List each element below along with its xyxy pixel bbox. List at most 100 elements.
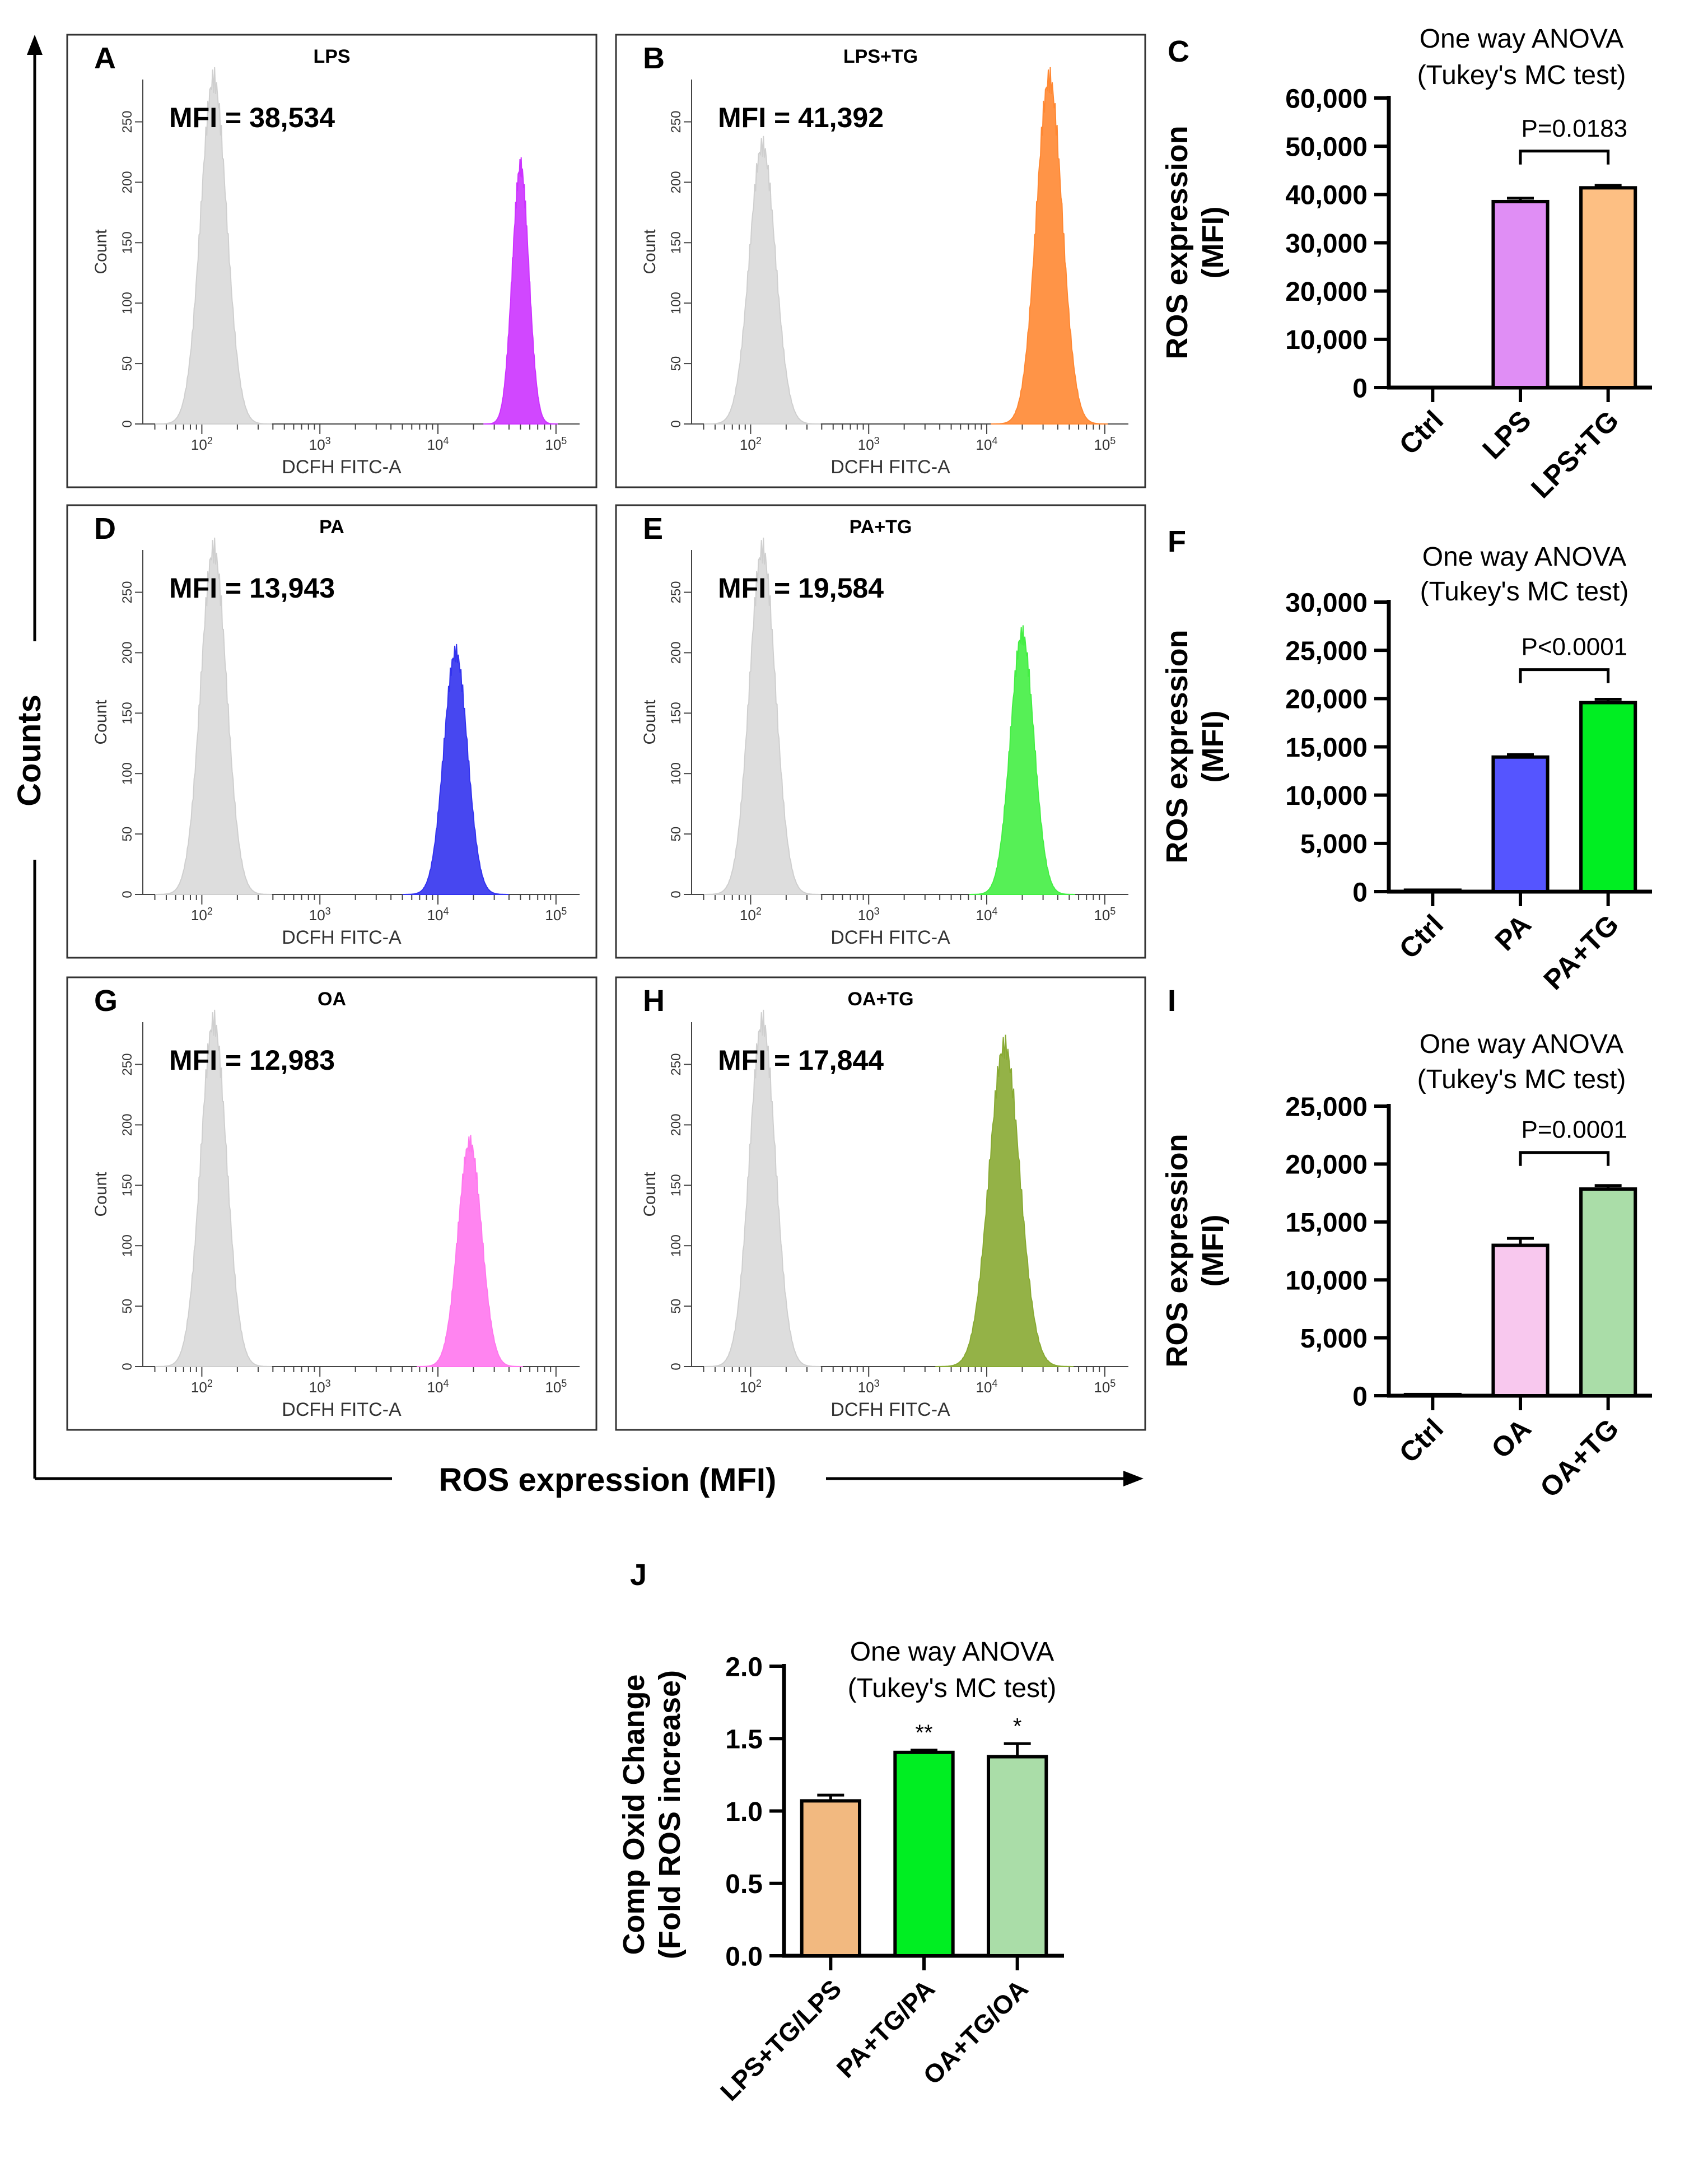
panel-frame-D xyxy=(66,504,598,959)
y-tick-label-I: 5,000 xyxy=(1300,1324,1368,1354)
category-label-F: Ctrl xyxy=(1393,908,1449,964)
y-tick-label-D: 100 xyxy=(120,762,135,785)
x-tick-label-H: 103 xyxy=(858,1378,880,1396)
sample-histogram-A xyxy=(483,157,558,425)
y-tick-label-F: 0 xyxy=(1352,878,1368,907)
x-tick-label-A: 105 xyxy=(545,435,567,453)
control-histogram-B xyxy=(704,136,821,425)
significance-bracket-C xyxy=(1519,150,1610,165)
mfi-annotation-E: MFI = 19,584 xyxy=(718,572,884,604)
y-tick-label-A: 50 xyxy=(120,356,135,371)
y-tick-label-F: 20,000 xyxy=(1285,685,1368,715)
panel-label-C: C xyxy=(1168,35,1189,68)
x-tick-label-B: 105 xyxy=(1094,435,1116,453)
y-tick-label-J: 0.5 xyxy=(725,1870,763,1899)
bar-J-oa-tg-oa xyxy=(987,1755,1048,1957)
panel-frame-G xyxy=(66,976,598,1431)
bar-J-lps-tg-lps xyxy=(800,1799,861,1958)
y-axis-label-G: Count xyxy=(92,1172,110,1217)
panel-label-J: J xyxy=(630,1558,647,1592)
y-tick-label-C: 0 xyxy=(1352,374,1368,403)
y-tick-label-A: 150 xyxy=(120,231,135,254)
y-tick-label-J: 0.0 xyxy=(725,1942,763,1971)
y-tick-label-F: 10,000 xyxy=(1285,781,1368,811)
bar-I-ctrl xyxy=(1403,1392,1462,1397)
y-tick-label-I: 10,000 xyxy=(1285,1266,1368,1295)
category-label-C: Ctrl xyxy=(1393,404,1449,460)
y-tick-label-B: 100 xyxy=(669,292,684,314)
y-tick-label-F: 5,000 xyxy=(1300,829,1368,859)
bar-C-lps-tg xyxy=(1579,186,1637,389)
y-axis-label-B: Count xyxy=(641,229,659,274)
control-histogram-D xyxy=(155,537,272,895)
y-tick-label-E: 100 xyxy=(669,762,684,785)
y-axis-label-F: ROS expression xyxy=(1160,630,1194,863)
panel-label-A: A xyxy=(94,41,116,75)
y-tick-label-H: 200 xyxy=(669,1113,684,1136)
y-tick-label-D: 200 xyxy=(120,641,135,664)
p-value-label-I: P=0.0001 xyxy=(1522,1116,1628,1144)
y-tick-label-C: 60,000 xyxy=(1285,84,1368,114)
panel-label-G: G xyxy=(94,984,118,1018)
control-histogram-G xyxy=(155,1009,272,1367)
y-tick-label-B: 150 xyxy=(669,231,684,254)
y-tick-label-H: 250 xyxy=(669,1053,684,1076)
x-axis-label-B: DCFH FITC-A xyxy=(830,456,950,478)
histogram-panel-D: D PA 0 50 100 150 200 250 Count 102 103 104 105 DCFH … xyxy=(66,504,598,959)
x-axis-label-D: DCFH FITC-A xyxy=(282,927,402,948)
y-tick-label-I: 0 xyxy=(1352,1382,1368,1411)
chart-title-line-C: One way ANOVA xyxy=(1420,24,1624,54)
x-axis-label-E: DCFH FITC-A xyxy=(830,927,950,948)
x-tick-label-G: 103 xyxy=(309,1378,331,1396)
y-tick-label-D: 250 xyxy=(120,581,135,604)
counts-axis: Counts xyxy=(11,35,48,1479)
mfi-annotation-D: MFI = 13,943 xyxy=(169,572,335,604)
bar-panel-J: J One way ANOVA (Tukey's MC test) Comp Oxid… xyxy=(617,1558,1064,2106)
y-tick-label-B: 0 xyxy=(669,420,684,427)
significance-stars-J: ** xyxy=(915,1721,932,1745)
chart-title-line-J: One way ANOVA xyxy=(850,1637,1054,1667)
x-tick-label-D: 104 xyxy=(427,906,449,924)
y-tick-label-C: 30,000 xyxy=(1285,229,1368,259)
histogram-title-A: LPS xyxy=(313,46,350,67)
sample-histogram-E xyxy=(969,625,1076,895)
y-tick-label-B: 50 xyxy=(669,356,684,371)
y-tick-label-E: 150 xyxy=(669,702,684,724)
y-tick-label-I: 25,000 xyxy=(1285,1092,1368,1122)
bar-I-oa xyxy=(1491,1243,1550,1397)
y-tick-label-I: 20,000 xyxy=(1285,1150,1368,1180)
x-tick-label-H: 102 xyxy=(740,1378,762,1396)
y-axis-label-H: Count xyxy=(641,1172,659,1217)
sample-histogram-B xyxy=(991,67,1108,425)
chart-area: A LPS 0 50 100 150 200 250 Count 102 103 104 105 DCFH… xyxy=(66,24,1652,2106)
y-tick-label-E: 250 xyxy=(669,581,684,604)
significance-bracket-I xyxy=(1519,1151,1610,1166)
x-tick-label-G: 102 xyxy=(191,1378,213,1396)
bar-panel-C: C One way ANOVA (Tukey's MC test) ROS expre… xyxy=(1160,24,1652,504)
category-label-C: LPS xyxy=(1476,404,1537,465)
histogram-panel-B: B LPS+TG 0 50 100 150 200 250 Count 102 103 104 105 D… xyxy=(615,34,1146,488)
bar-J-pa-tg-pa xyxy=(893,1750,955,1958)
x-tick-label-A: 102 xyxy=(191,435,213,453)
y-axis-label-D: Count xyxy=(92,700,110,745)
x-tick-label-E: 105 xyxy=(1094,906,1116,924)
x-tick-label-D: 103 xyxy=(309,906,331,924)
category-label-I: OA xyxy=(1485,1413,1537,1465)
bar-F-pa-tg xyxy=(1579,701,1637,894)
x-tick-label-E: 102 xyxy=(740,906,762,924)
y-tick-label-A: 200 xyxy=(120,171,135,193)
bar-F-ctrl xyxy=(1403,888,1462,894)
panel-label-F: F xyxy=(1168,525,1186,558)
y-tick-label-F: 15,000 xyxy=(1285,733,1368,763)
y-tick-label-E: 0 xyxy=(669,891,684,898)
bar-C-lps xyxy=(1491,199,1550,389)
y-tick-label-G: 100 xyxy=(120,1234,135,1257)
control-histogram-E xyxy=(704,537,821,895)
y-axis-label-A: Count xyxy=(92,229,110,274)
y-tick-label-D: 0 xyxy=(120,891,135,898)
y-tick-label-B: 200 xyxy=(669,171,684,193)
bar-F-pa xyxy=(1491,755,1550,893)
category-label-F: PA xyxy=(1489,908,1537,957)
y-tick-label-I: 15,000 xyxy=(1285,1208,1368,1238)
